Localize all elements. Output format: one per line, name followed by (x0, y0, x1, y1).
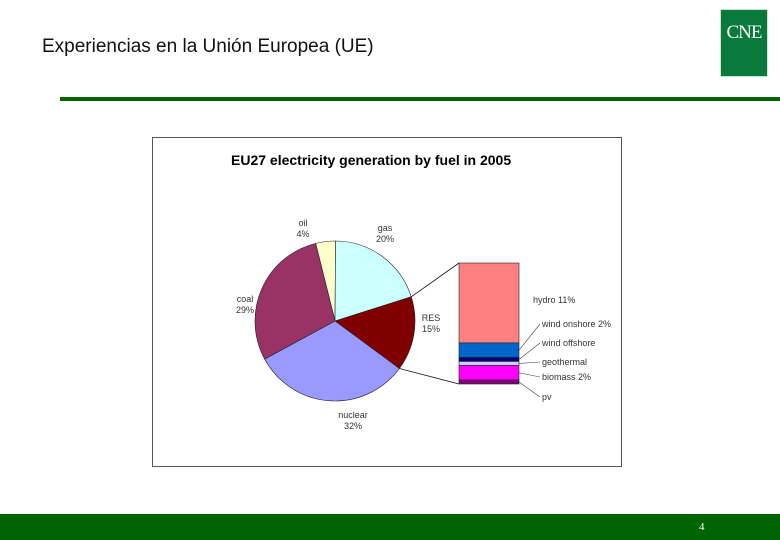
bar-segment-geothermal (458, 361, 520, 366)
leader-line-pv (518, 381, 541, 398)
pie-label-nuclear: nuclear (338, 410, 368, 420)
breakdown-labels: hydro 11% wind onshore 2% wind offshore geo… (518, 295, 611, 402)
bar-label-wind-onshore: wind onshore 2% (541, 319, 611, 329)
bar-segment-wind-offshore (458, 357, 520, 362)
leader-line-geothermal (518, 361, 541, 364)
bar-segment-pv (458, 379, 520, 385)
bar-segment-wind-onshore (458, 342, 520, 358)
pie-slice-gas (334, 240, 412, 322)
logo-text: CNE (726, 22, 763, 43)
bar-label-geothermal: geothermal (542, 357, 587, 367)
breakdown-connectors (399, 262, 460, 385)
leader-line-wind-onshore (518, 323, 541, 351)
pie-chart: EU27 electricity generation by fuel in 2… (231, 152, 611, 431)
chart-frame: EU27 electricity generation by fuel in 2… (152, 137, 622, 467)
bar-segment-biomass (458, 365, 520, 381)
pie-label-coal: coal (237, 294, 254, 304)
bar-label-wind-offshore: wind offshore (541, 338, 595, 348)
connector-top (411, 262, 460, 298)
breakdown-bar (458, 262, 520, 385)
slide-title: Experiencias en la Unión Europea (UE) (42, 36, 374, 57)
leader-line-wind-offshore (518, 342, 541, 360)
bar-segment-hydro (458, 262, 520, 344)
bar-label-hydro: hydro 11% (533, 295, 575, 305)
pie-pct-coal: 29% (236, 305, 254, 315)
chart-title: EU27 electricity generation by fuel in 2… (231, 152, 511, 168)
footer-bar: 4 (0, 514, 780, 540)
connector-bottom (399, 368, 460, 385)
pie-label-res: RES (422, 313, 441, 323)
pie-label-gas: gas (378, 223, 393, 233)
bar-label-pv: pv (542, 392, 552, 402)
page-number: 4 (699, 521, 705, 533)
pie-slice-res (334, 296, 416, 369)
bar-label-biomass: biomass 2% (542, 372, 591, 382)
title-divider (60, 97, 780, 101)
cne-logo: CNE (720, 9, 768, 77)
leader-line-biomass (518, 372, 541, 378)
pie-pct-oil: 4% (296, 229, 309, 239)
pie-pct-nuclear: 32% (344, 421, 362, 431)
pie-label-oil: oil (298, 218, 307, 228)
pie-pct-res: 15% (422, 324, 440, 334)
pie-slices (254, 240, 416, 402)
pie-pct-gas: 20% (376, 234, 394, 244)
pie-slice-coal (254, 243, 336, 360)
